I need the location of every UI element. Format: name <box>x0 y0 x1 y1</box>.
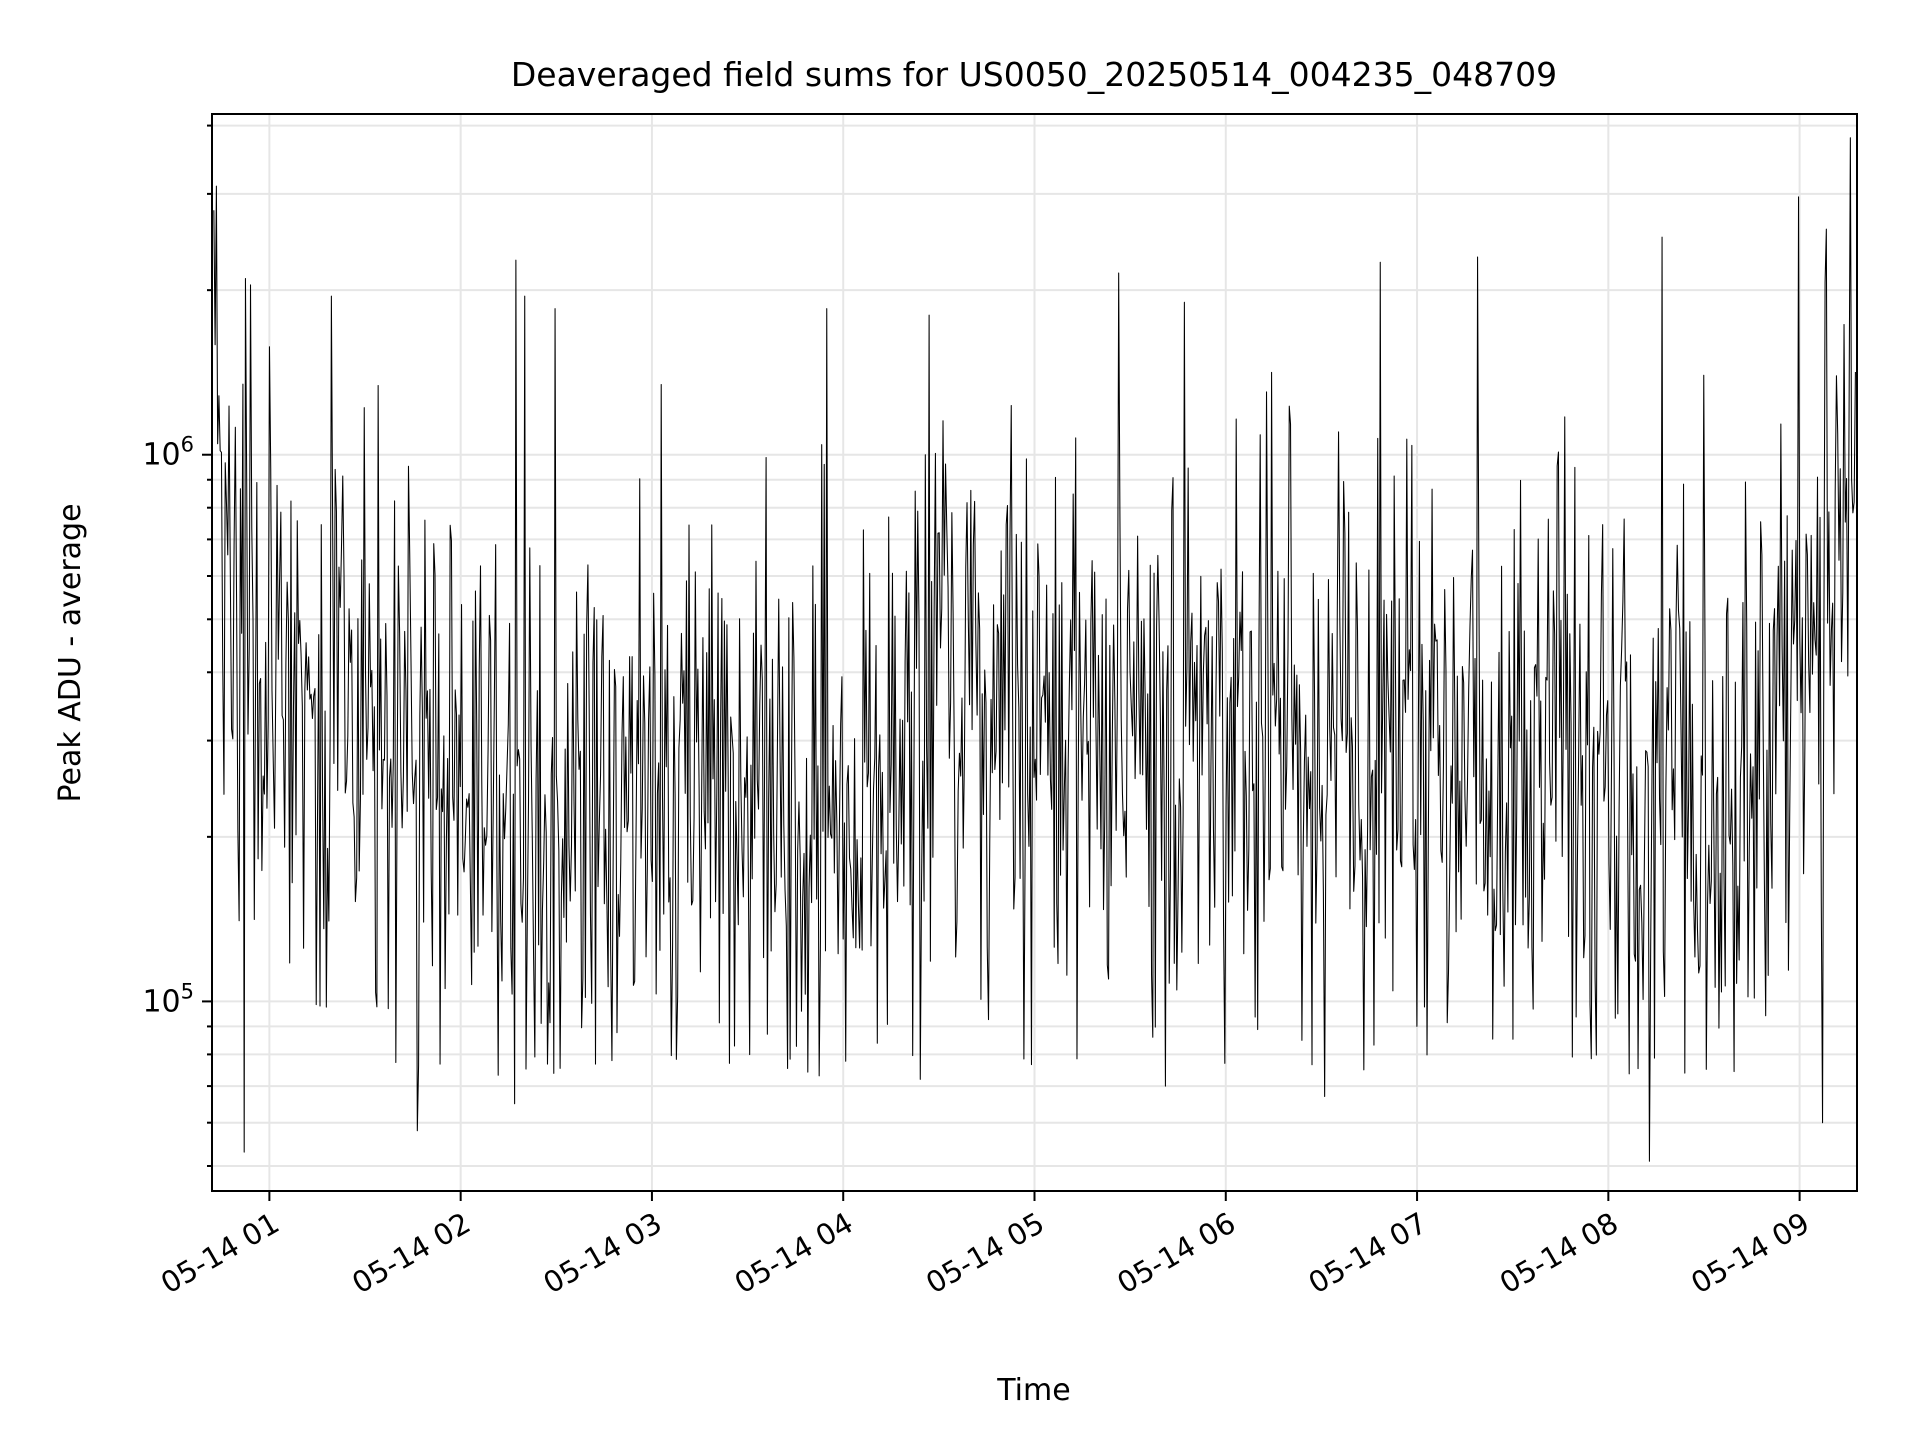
y-tick-label: 106 <box>142 433 194 473</box>
chart-title: Deaveraged field sums for US0050_2025051… <box>511 55 1557 94</box>
y-tick-label: 105 <box>142 979 194 1019</box>
y-axis-label: Peak ADU - average <box>53 503 88 802</box>
x-axis-label: Time <box>996 1373 1070 1408</box>
grid-lines <box>212 114 1857 1191</box>
series-line <box>213 137 1856 1162</box>
y-axis: 105 106 <box>142 124 212 1167</box>
